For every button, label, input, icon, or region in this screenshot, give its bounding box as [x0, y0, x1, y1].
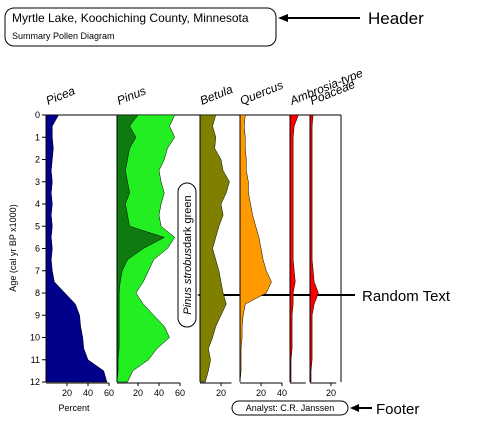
y-tick-label: 4: [35, 199, 40, 209]
y-tick-label: 12: [30, 377, 40, 387]
header-annotation: Header: [368, 9, 424, 28]
profile-area: [116, 114, 165, 383]
y-tick-label: 2: [35, 155, 40, 165]
profile-area: [199, 114, 230, 383]
x-tick-label: 40: [277, 388, 287, 398]
panel-name: Pinus: [115, 84, 148, 108]
arrowhead: [350, 404, 359, 412]
title: Myrtle Lake, Koochiching County, Minneso…: [12, 11, 249, 25]
footer: Analyst: C.R. Janssen: [246, 403, 335, 413]
y-tick-label: 8: [35, 288, 40, 298]
x-tick-label: 60: [175, 388, 185, 398]
y-tick-label: 6: [35, 244, 40, 254]
header-box: [4, 7, 277, 47]
inset-italic: Pinus strobus: [182, 247, 194, 314]
x-tick-label: 20: [326, 388, 336, 398]
y-tick-label: 3: [35, 177, 40, 187]
y-tick-label: 9: [35, 310, 40, 320]
x-tick-label: 20: [62, 388, 72, 398]
arrowhead: [278, 14, 288, 22]
inset-text: Pinus strobusdark green: [182, 195, 194, 314]
profile-area: [239, 114, 272, 383]
y-axis-label: Age (cal yr BP x1000): [8, 204, 18, 291]
profile-area: [289, 114, 299, 383]
subtitle: Summary Pollen Diagram: [12, 31, 115, 41]
profile-area: [45, 114, 108, 383]
inset-plain: dark green: [182, 195, 194, 248]
y-tick-label: 11: [31, 355, 40, 365]
panel-name: Betula: [198, 82, 235, 108]
profile-area: [309, 114, 319, 383]
inset-label: Pinus strobusdark green: [177, 182, 197, 328]
panel-name: Quercus: [238, 78, 285, 108]
y-tick-label: 5: [35, 221, 40, 231]
x-tick-label: 60: [104, 388, 114, 398]
x-tick-label: 20: [256, 388, 266, 398]
x-axis-label: Percent: [58, 403, 90, 413]
y-tick-label: 10: [30, 333, 40, 343]
panel-name: Picea: [44, 83, 77, 107]
y-tick-label: 1: [35, 132, 40, 142]
inset-box: [177, 182, 197, 328]
x-tick-label: 20: [133, 388, 143, 398]
y-tick-label: 7: [35, 266, 40, 276]
x-tick-label: 40: [83, 388, 93, 398]
footer-annotation: Footer: [376, 401, 419, 418]
y-tick-label: 0: [35, 110, 40, 120]
footer-box: [231, 400, 349, 416]
profile-area: [116, 114, 176, 383]
x-tick-label: 20: [216, 388, 226, 398]
random-annotation: Random Text: [362, 288, 451, 305]
x-tick-label: 40: [154, 388, 164, 398]
